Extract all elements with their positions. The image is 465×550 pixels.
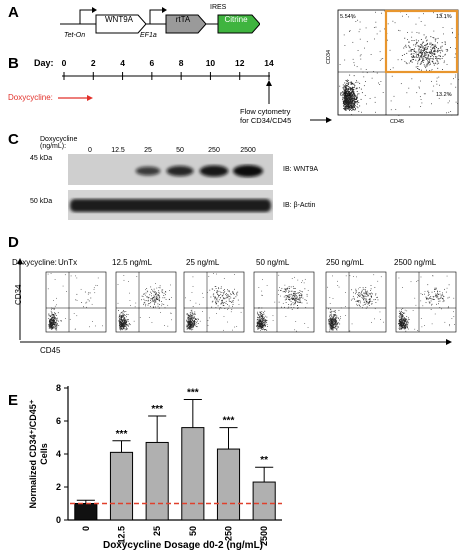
significance-label-2: ***	[151, 404, 163, 415]
flow-condition-label-5: 2500 ng/mL	[394, 258, 437, 267]
y-axis-label: Normalized CD34⁺/CD45⁺	[28, 399, 38, 508]
day-tick-8: 8	[178, 58, 184, 68]
y-tick-label-4: 8	[56, 383, 61, 393]
quadrant-ul-value: 5.54%	[340, 14, 356, 20]
dox-arrow-head	[87, 95, 93, 101]
flow-plot-2	[183, 271, 245, 333]
lane-label-2: 25	[144, 147, 152, 154]
flow-label-line2: for CD34/CD45	[240, 116, 292, 125]
quadrant-lr-value: 13.2%	[436, 92, 452, 98]
day-label: Day:	[34, 58, 54, 68]
gene-box-citrine	[217, 14, 260, 34]
quadrant-ll-value: 68.1	[340, 92, 351, 98]
flow-condition-label-2: 25 ng/mL	[186, 258, 220, 267]
y-tick-label-2: 4	[56, 449, 61, 459]
day-tick-6: 6	[149, 58, 155, 68]
blot-dox-line2: (ng/mL):	[40, 143, 67, 150]
ib-actin-label: IB: β-Actin	[283, 202, 316, 209]
promoter-label-ef1a: EF1a	[140, 32, 157, 39]
flow-plot-3	[253, 271, 315, 333]
x-tick-label-4: 250	[224, 526, 234, 541]
example-xlabel: CD45	[390, 119, 405, 125]
x-tick-label-2: 25	[152, 526, 162, 536]
gene-box-wnt9a	[95, 14, 147, 34]
gene-label-citrine: Citrine	[224, 15, 248, 24]
x-tick-label-3: 50	[188, 526, 198, 536]
gene-label-rtta: rtTA	[175, 15, 191, 24]
bar-0	[74, 503, 98, 521]
flow-label-line1: Flow cytometry	[240, 107, 291, 116]
wnt9a-band-2	[135, 166, 161, 176]
blot-dox-label: Doxycycline (ng/mL):	[40, 136, 77, 150]
flow-condition-label-0: UnTx	[58, 258, 78, 267]
lane-label-1: 12.5	[111, 147, 125, 154]
y-tick-label-0: 0	[56, 515, 61, 525]
flow-condition-label-4: 250 ng/mL	[326, 258, 364, 267]
lane-label-4: 250	[208, 147, 220, 154]
y-axis-label-line2: Cells	[39, 443, 49, 465]
actin-band	[70, 199, 271, 212]
significance-label-1: ***	[116, 429, 128, 440]
bar-5	[252, 481, 276, 521]
promoter-label-teton: Tet-On	[64, 32, 86, 39]
x-axis-label: Doxycycline Dosage d0-2 (ng/mL)	[103, 540, 263, 550]
lane-label-5: 2500	[240, 147, 256, 154]
bar-2	[145, 441, 169, 521]
dox-label: Doxycycline:	[8, 93, 53, 102]
flow-dox-label: Doxycycline:	[12, 258, 57, 267]
wnt9a-band-4	[199, 165, 229, 177]
wnt9a-band-3	[166, 165, 194, 177]
promoter-arrow-1	[79, 9, 92, 24]
flow-axis-arrows	[17, 258, 452, 345]
construct-diagram	[60, 7, 260, 34]
timeline-axis	[58, 72, 272, 104]
marker-50kda: 50 kDa	[30, 198, 53, 205]
panel-letter-a: A	[8, 4, 19, 21]
western-blot	[68, 154, 273, 220]
flow-condition-label-3: 50 ng/mL	[256, 258, 290, 267]
flow-condition-label-1: 12.5 ng/mL	[112, 258, 153, 267]
x-tick-label-5: 2500	[259, 526, 269, 546]
significance-label-5: **	[260, 455, 268, 466]
bar-1	[109, 451, 134, 521]
wnt9a-band-5	[233, 165, 263, 177]
day-tick-14: 14	[264, 58, 274, 68]
example-flow-plot	[337, 9, 459, 116]
flow-plot-5	[395, 271, 457, 333]
x-tick-label-1: 12.5	[117, 526, 127, 544]
panel-letter-d: D	[8, 234, 19, 251]
y-tick-label-3: 6	[56, 416, 61, 426]
blot-dox-line1: Doxycycline	[40, 136, 78, 143]
panel-letter-b: B	[8, 55, 19, 72]
y-tick-label-1: 2	[56, 482, 61, 492]
flow-xlabel: CD45	[40, 346, 61, 355]
gene-box-rttA	[165, 14, 207, 34]
day-tick-2: 2	[90, 58, 96, 68]
flow-label: Flow cytometry for CD34/CD45	[240, 107, 291, 125]
flow-plot-4	[325, 271, 387, 333]
bar-3	[181, 427, 205, 521]
ib-wnt9a-label: IB: WNT9A	[283, 166, 319, 173]
day-tick-4: 4	[120, 58, 125, 68]
arrow-to-scatter	[310, 117, 332, 123]
flow-plot-1	[115, 271, 177, 333]
flow-plot-0	[45, 271, 107, 333]
marker-45kda: 45 kDa	[30, 155, 53, 162]
bar-chart: 0 2 4 6 8 Normalized CD34⁺/CD45⁺ Cells 0 *** 12.5…	[28, 383, 282, 550]
day-tick-12: 12	[234, 58, 245, 68]
gene-label-wnt9a: WNT9A	[105, 15, 133, 24]
bar-4	[216, 448, 241, 521]
panel-letter-c: C	[8, 131, 19, 148]
ires-label: IRES	[210, 4, 227, 11]
quadrant-ur-value: 13.1%	[436, 14, 452, 20]
lane-label-0: 0	[88, 147, 92, 154]
x-tick-label-0: 0	[81, 526, 91, 531]
day-tick-10: 10	[205, 58, 216, 68]
panel-letter-e: E	[8, 392, 19, 409]
promoter-arrow-2	[149, 9, 162, 24]
day-tick-0: 0	[61, 58, 67, 68]
lane-label-3: 50	[176, 147, 184, 154]
significance-label-4: ***	[223, 416, 235, 427]
significance-label-3: ***	[187, 388, 199, 399]
